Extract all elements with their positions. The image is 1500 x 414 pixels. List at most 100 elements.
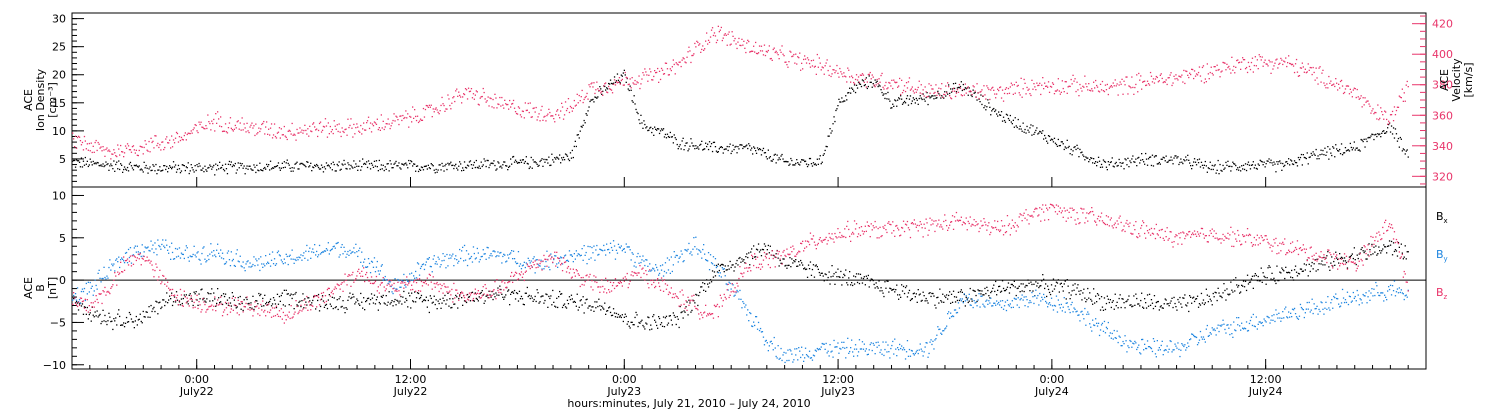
series-velocity-point (660, 79, 661, 80)
series-density-point (239, 167, 240, 168)
series-bx-point (186, 294, 187, 295)
series-density-point (706, 146, 707, 147)
series-by-point (167, 250, 168, 251)
series-density-point (980, 94, 981, 95)
series-velocity-point (1104, 91, 1105, 92)
series-density-point (879, 85, 880, 86)
series-velocity-point (852, 77, 853, 78)
series-by-point (633, 254, 634, 255)
series-velocity-point (1123, 81, 1124, 82)
series-velocity-point (530, 102, 531, 103)
series-density-point (767, 158, 768, 159)
x-axis-label: hours:minutes, July 21, 2010 – July 24, … (567, 397, 810, 410)
series-velocity-point (120, 145, 121, 146)
series-density-point (112, 168, 113, 169)
series-bx-point (714, 271, 715, 272)
series-density-point (1175, 155, 1176, 156)
series-bx-point (326, 304, 327, 305)
series-velocity-point (488, 96, 489, 97)
series-velocity-point (743, 41, 744, 42)
series-bx-point (265, 303, 266, 304)
series-velocity-point (369, 128, 370, 129)
series-density-point (187, 167, 188, 168)
series-bx-point (727, 269, 728, 270)
series-bx-point (440, 299, 441, 300)
series-velocity-point (707, 43, 708, 44)
series-velocity-point (418, 122, 419, 123)
series-bx-point (637, 326, 638, 327)
series-velocity-point (384, 129, 385, 130)
series-velocity-point (1322, 70, 1323, 71)
series-bx-point (562, 307, 563, 308)
series-velocity-point (1028, 89, 1029, 90)
series-bx-point (874, 284, 875, 285)
series-density-point (1334, 156, 1335, 157)
series-velocity-point (1194, 70, 1195, 71)
series-by-point (424, 269, 425, 270)
series-bx-point (652, 316, 653, 317)
series-density-point (349, 168, 350, 169)
series-bx-point (1154, 295, 1155, 296)
series-bx-point (370, 299, 371, 300)
series-density-point (226, 168, 227, 169)
series-velocity-point (333, 133, 334, 134)
series-bx-point (387, 305, 388, 306)
series-velocity-point (1076, 82, 1077, 83)
series-bx-point (1230, 282, 1231, 283)
series-velocity-point (492, 99, 493, 100)
series-by-point (288, 264, 289, 265)
series-bx-point (361, 302, 362, 303)
series-density-point (1373, 139, 1374, 140)
series-bx-point (670, 315, 671, 316)
series-density-point (1075, 149, 1076, 150)
series-bx-point (383, 295, 384, 296)
series-bx-point (1058, 279, 1059, 280)
series-density-point (1184, 160, 1185, 161)
series-velocity-point (905, 91, 906, 92)
series-density-point (823, 155, 824, 156)
series-by-point (305, 251, 306, 252)
series-velocity-point (726, 35, 727, 36)
series-velocity-point (331, 131, 332, 132)
series-bx-point (999, 286, 1000, 287)
series-density-point (1106, 167, 1107, 168)
series-density-point (1114, 166, 1115, 167)
series-density-point (559, 154, 560, 155)
series-bx-point (1043, 279, 1044, 280)
series-bx-point (576, 306, 577, 307)
series-density-point (1028, 132, 1029, 133)
series-bx-point (1203, 299, 1204, 300)
series-density-point (752, 153, 753, 154)
series-velocity-point (742, 45, 743, 46)
xtick-date-label: July24 (1248, 385, 1283, 398)
series-bx-point (1149, 294, 1150, 295)
series-density-point (438, 169, 439, 170)
series-bx-point (1193, 297, 1194, 298)
series-bx-point (735, 263, 736, 264)
series-by-point (262, 267, 263, 268)
series-by-point (662, 264, 663, 265)
series-by-point (632, 252, 633, 253)
series-bx-point (1024, 286, 1025, 287)
series-by-point (194, 246, 195, 247)
series-bx-point (261, 306, 262, 307)
series-velocity-point (608, 86, 609, 87)
series-velocity-point (795, 54, 796, 55)
series-bx-point (1145, 302, 1146, 303)
series-density-point (905, 102, 906, 103)
series-velocity-point (729, 31, 730, 32)
series-velocity-point (540, 110, 541, 111)
series-bx-point (1135, 294, 1136, 295)
series-velocity-point (102, 146, 103, 147)
series-by-point (217, 244, 218, 245)
series-by-point (116, 258, 117, 259)
series-velocity-point (441, 97, 442, 98)
series-by-point (690, 251, 691, 252)
series-density-point (520, 160, 521, 161)
series-density-point (423, 169, 424, 170)
series-velocity-point (307, 128, 308, 129)
series-velocity-point (534, 107, 535, 108)
series-bx-point (875, 287, 876, 288)
series-density-point (547, 162, 548, 163)
series-density-point (646, 126, 647, 127)
